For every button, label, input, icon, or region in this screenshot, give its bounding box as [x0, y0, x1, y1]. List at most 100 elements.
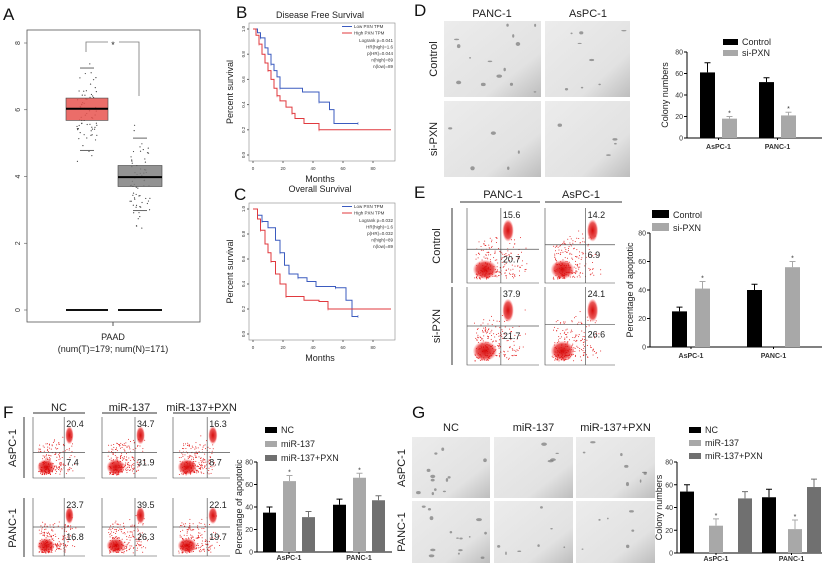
event-dot — [52, 534, 54, 536]
event-dot — [575, 270, 577, 272]
colony — [431, 492, 435, 496]
bar-chart — [254, 427, 392, 554]
event-dot — [207, 549, 209, 551]
event-dot — [553, 326, 555, 328]
event-dot — [67, 536, 69, 538]
data-point — [92, 95, 94, 97]
event-dot — [484, 329, 486, 331]
event-dot — [136, 544, 138, 546]
event-dot — [126, 466, 128, 468]
event-dot — [129, 469, 131, 471]
event-dot — [126, 459, 128, 461]
event-dot — [189, 518, 191, 520]
event-dot — [43, 446, 45, 448]
event-dot — [65, 545, 67, 547]
live-cell-cluster — [106, 538, 126, 554]
y-tick-label: 20 — [665, 528, 673, 535]
colony — [534, 23, 537, 27]
event-dot — [575, 334, 577, 336]
event-dot — [142, 551, 144, 553]
event-dot — [517, 257, 519, 259]
event-dot — [125, 442, 127, 444]
event-dot — [505, 269, 507, 271]
event-dot — [121, 457, 123, 459]
event-dot — [483, 319, 485, 321]
event-dot — [590, 273, 592, 275]
data-point — [147, 147, 149, 149]
event-dot — [199, 464, 201, 466]
event-dot — [495, 274, 497, 276]
y-tick-label: 0 — [15, 308, 22, 312]
event-dot — [50, 536, 52, 538]
event-dot — [211, 544, 213, 546]
event-dot — [181, 452, 183, 454]
event-dot — [55, 465, 57, 467]
event-dot — [66, 538, 68, 540]
event-dot — [59, 456, 61, 458]
event-dot — [59, 545, 61, 547]
event-dot — [60, 462, 62, 464]
event-dot — [576, 276, 578, 278]
event-dot — [49, 524, 51, 526]
event-dot — [75, 527, 77, 529]
event-dot — [586, 345, 588, 347]
event-dot — [212, 448, 214, 450]
event-dot — [564, 334, 566, 336]
event-dot — [483, 256, 485, 258]
apoptotic-cluster — [502, 298, 514, 323]
event-dot — [554, 359, 556, 361]
stat-text: n(high)=89 — [371, 58, 393, 63]
event-dot — [488, 337, 490, 339]
event-dot — [566, 251, 568, 253]
event-dot — [180, 525, 182, 527]
event-dot — [56, 456, 58, 458]
event-dot — [62, 538, 64, 540]
event-dot — [70, 525, 72, 527]
event-dot — [186, 529, 188, 531]
event-dot — [58, 538, 60, 540]
event-dot — [504, 326, 506, 328]
bar-nc — [762, 497, 776, 553]
colony — [555, 452, 559, 455]
data-point — [138, 212, 140, 214]
legend-label: Control — [742, 37, 771, 47]
live-cell-cluster — [472, 340, 498, 362]
colony — [625, 482, 630, 487]
event-dot — [109, 473, 111, 475]
event-dot — [560, 252, 562, 254]
event-dot — [559, 253, 561, 255]
data-point — [81, 94, 83, 96]
colony — [421, 505, 426, 508]
event-dot — [479, 336, 481, 338]
event-dot — [592, 354, 594, 356]
event-dot — [203, 465, 205, 467]
quadrant-value-early: 21.7 — [503, 331, 521, 341]
colony — [612, 138, 618, 141]
event-dot — [203, 445, 205, 447]
event-dot — [47, 536, 49, 538]
event-dot — [52, 538, 54, 540]
event-dot — [65, 537, 67, 539]
event-dot — [494, 275, 496, 277]
event-dot — [512, 268, 514, 270]
event-dot — [59, 455, 61, 457]
event-dot — [43, 531, 45, 533]
data-point — [135, 204, 138, 207]
panel-label-f: F — [3, 403, 13, 422]
column-header: miR-137 — [109, 402, 151, 414]
event-dot — [202, 458, 204, 460]
event-dot — [61, 463, 63, 465]
data-point — [82, 145, 84, 147]
colony — [426, 468, 431, 472]
event-dot — [200, 457, 202, 459]
data-point — [139, 195, 141, 197]
event-dot — [586, 339, 588, 341]
event-dot — [53, 540, 55, 542]
event-dot — [525, 247, 527, 249]
event-dot — [113, 531, 115, 533]
event-dot — [123, 448, 125, 450]
survival-plot — [247, 202, 396, 342]
event-dot — [189, 525, 191, 527]
legend-swatch — [652, 210, 669, 218]
